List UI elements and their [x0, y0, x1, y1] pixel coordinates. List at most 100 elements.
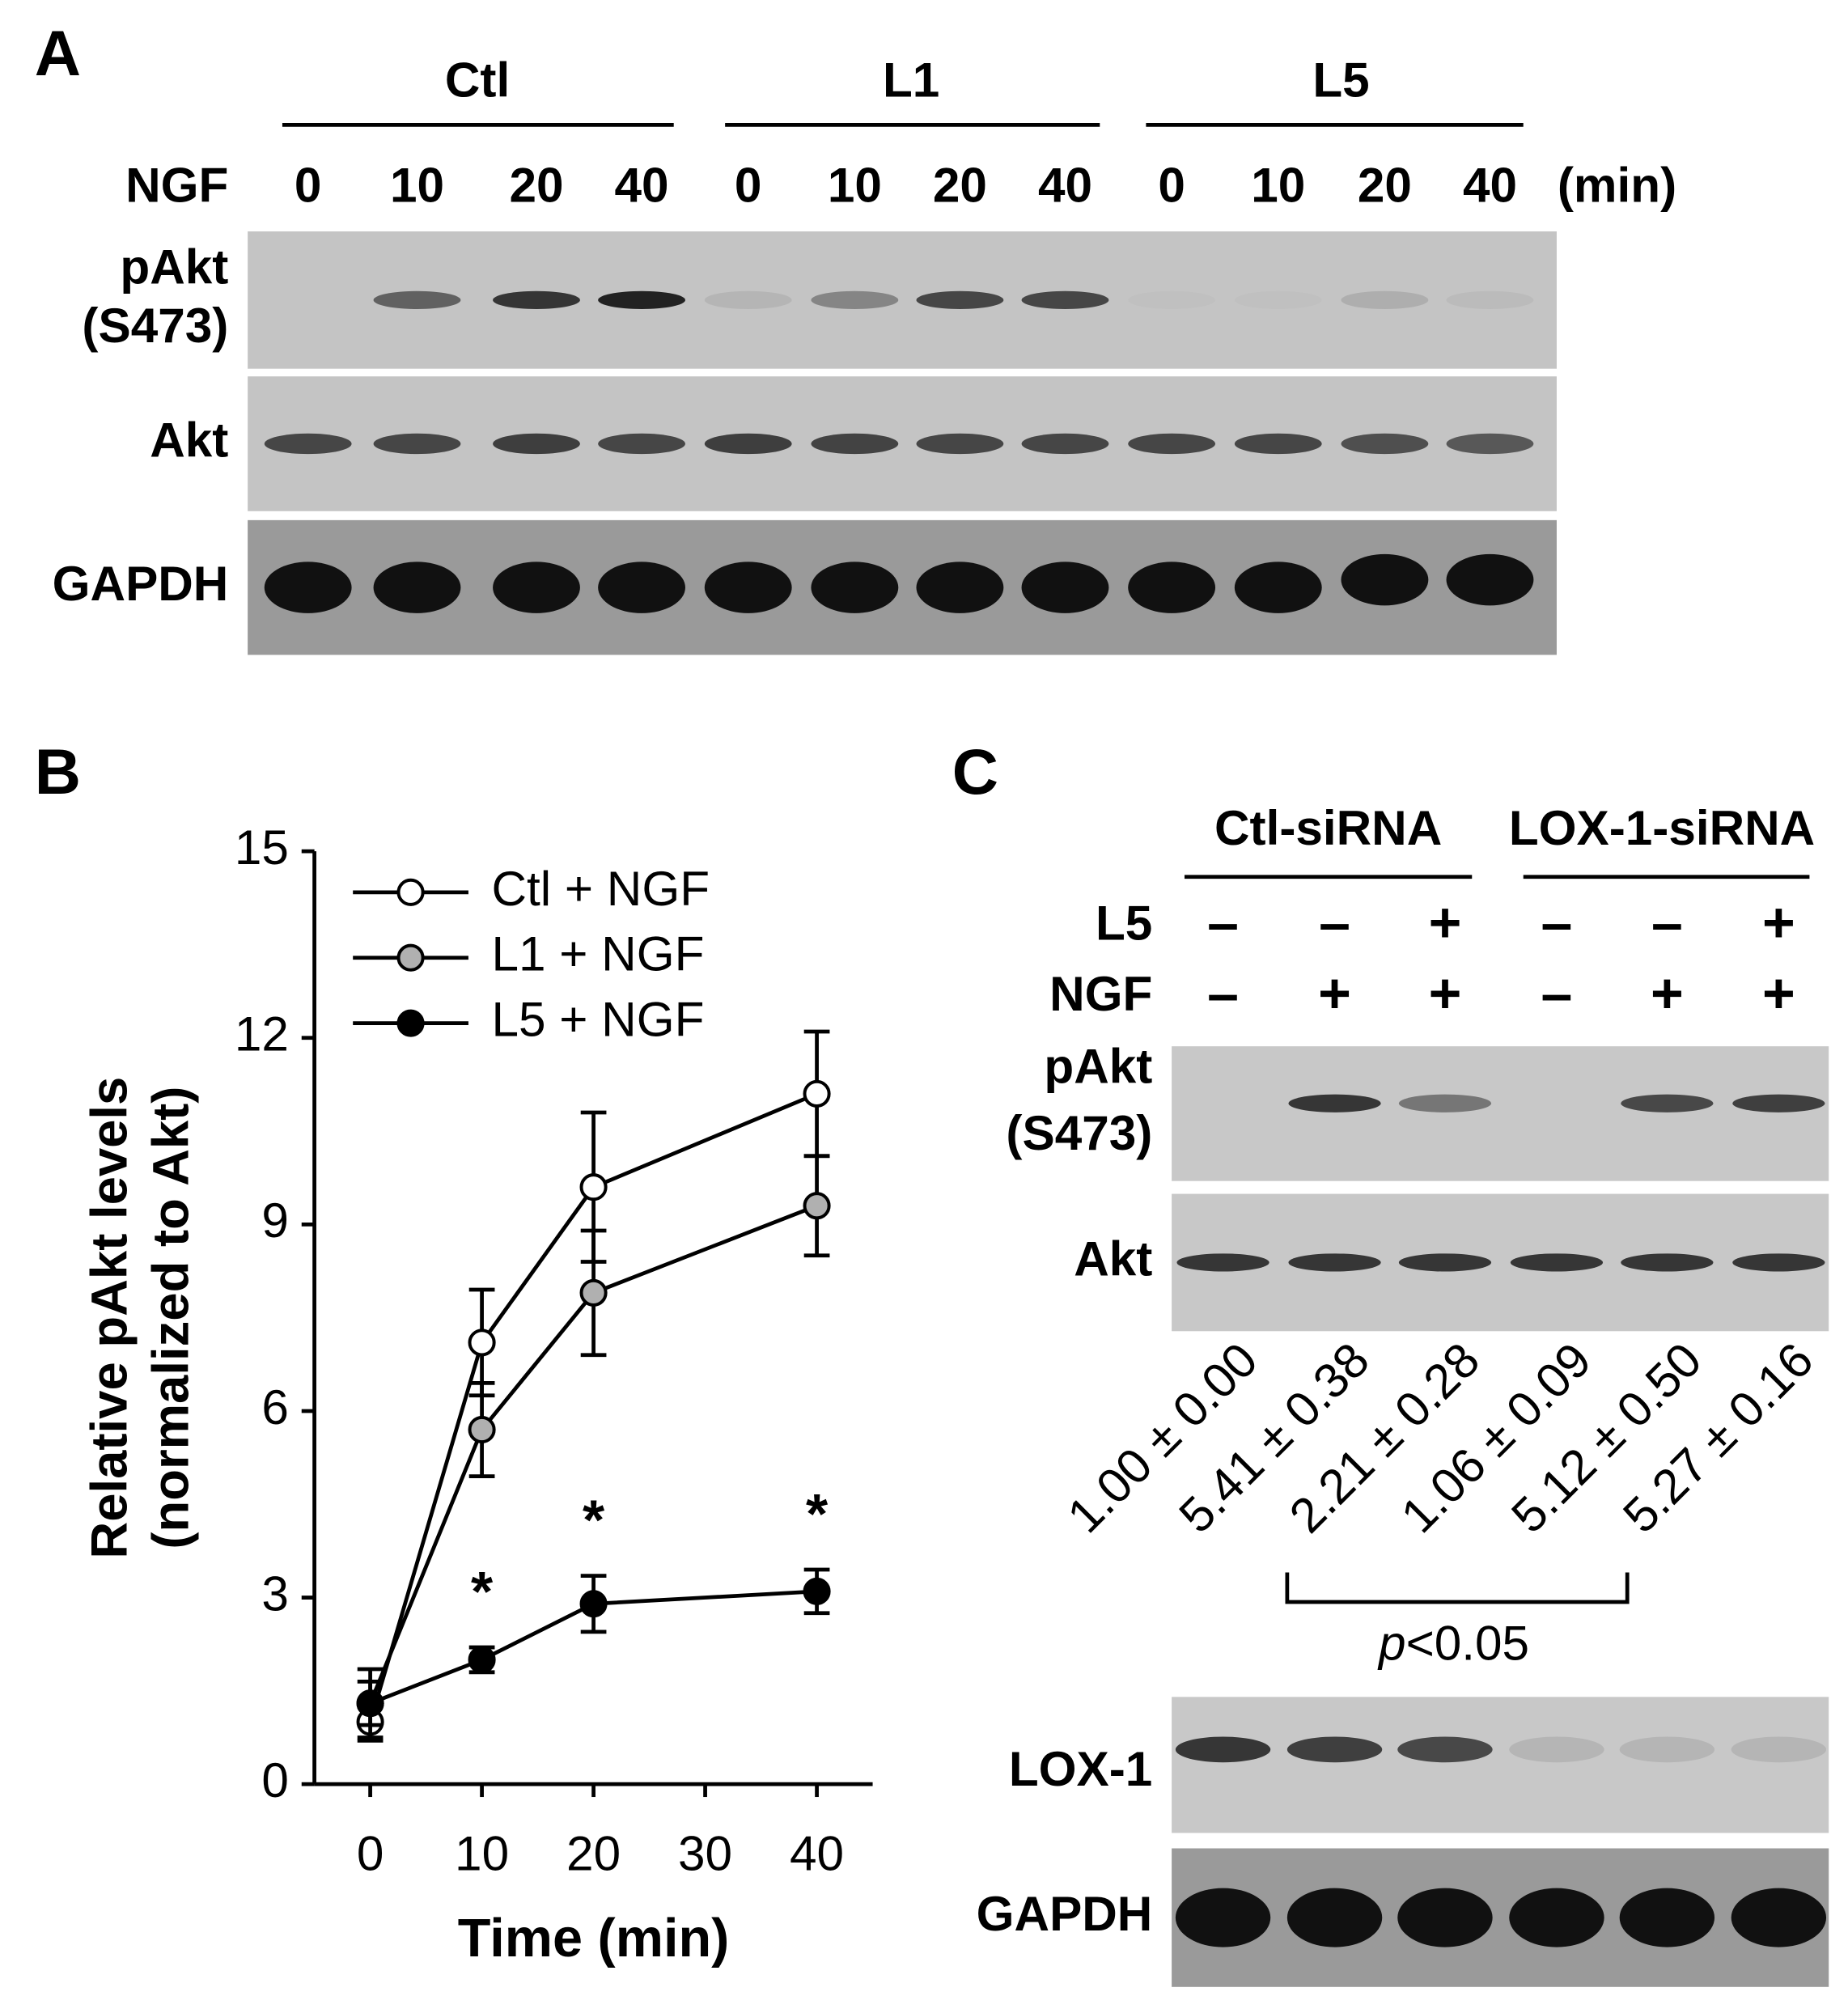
- band: [373, 290, 461, 309]
- sign: –: [1651, 891, 1683, 954]
- sign: –: [1207, 891, 1239, 954]
- data-point: [579, 1173, 608, 1201]
- band: [811, 562, 899, 613]
- sign: +: [1762, 891, 1795, 954]
- sign: –: [1541, 961, 1573, 1024]
- group-label: Ctl-siRNA: [1214, 800, 1442, 855]
- significance-mark: *: [806, 1482, 829, 1545]
- band: [373, 433, 461, 455]
- blot-label: GAPDH: [53, 556, 229, 611]
- x-tick-label: 10: [455, 1826, 509, 1881]
- band: [493, 433, 580, 455]
- row-label: L5: [1096, 896, 1152, 951]
- band: [811, 433, 899, 455]
- blot: [248, 376, 1557, 511]
- band: [1234, 433, 1322, 455]
- band: [916, 562, 1004, 613]
- series-line: [368, 1204, 818, 1705]
- band: [811, 290, 899, 309]
- sign: +: [1651, 961, 1684, 1024]
- p-value: p<0.05: [1377, 1615, 1529, 1670]
- panel-letter: B: [35, 735, 81, 807]
- time-label: 20: [509, 158, 563, 213]
- y-tick-label: 6: [261, 1379, 289, 1435]
- y-axis-label: Relative pAkt levels: [81, 1077, 138, 1559]
- panel-letter: C: [952, 735, 998, 807]
- band: [1234, 562, 1322, 613]
- band: [916, 290, 1004, 309]
- bracket: [1285, 1572, 1630, 1604]
- group-label: L1: [883, 53, 939, 108]
- x-tick-label: 30: [678, 1826, 732, 1881]
- band: [1398, 1253, 1492, 1272]
- x-axis-label: Time (min): [458, 1909, 730, 1969]
- panel-letter: A: [35, 17, 81, 89]
- blot-label: GAPDH: [977, 1886, 1153, 1941]
- band: [493, 562, 580, 613]
- group-label: LOX-1-siRNA: [1509, 800, 1815, 855]
- time-label: 0: [1158, 158, 1185, 213]
- blot-label: Akt: [1074, 1231, 1152, 1286]
- blot-label: pAkt: [120, 239, 228, 294]
- band: [1509, 1736, 1604, 1763]
- data-point: [579, 1590, 608, 1618]
- time-label: 10: [1251, 158, 1305, 213]
- significance-mark: *: [471, 1560, 494, 1623]
- band: [373, 562, 461, 613]
- band: [704, 290, 792, 309]
- legend-label: Ctl + NGF: [491, 861, 710, 916]
- band: [1732, 1253, 1825, 1272]
- band: [1731, 1736, 1827, 1763]
- blot-label: (S473): [1006, 1105, 1152, 1160]
- legend-label: L5 + NGF: [491, 992, 704, 1047]
- x-tick-label: 40: [790, 1826, 844, 1881]
- data-point: [468, 1646, 496, 1674]
- blot: [1172, 1046, 1829, 1181]
- band: [1510, 1253, 1604, 1272]
- p-threshold: <0.05: [1406, 1615, 1530, 1670]
- data-point: [356, 1689, 384, 1718]
- band: [598, 433, 685, 455]
- band: [1175, 1736, 1271, 1763]
- blot-label: LOX-1: [1009, 1741, 1152, 1796]
- legend-marker: [396, 943, 425, 972]
- band: [1176, 1253, 1269, 1272]
- blot: [1172, 1697, 1829, 1833]
- sign: +: [1429, 961, 1462, 1024]
- band: [1619, 1888, 1715, 1947]
- band: [1398, 1094, 1492, 1112]
- time-unit: (min): [1558, 158, 1676, 213]
- y-tick-label: 15: [235, 820, 289, 875]
- blot: [1172, 1193, 1829, 1332]
- band: [1446, 433, 1534, 455]
- band: [1341, 433, 1429, 455]
- band: [1021, 290, 1109, 309]
- legend-marker: [396, 1009, 425, 1037]
- time-label: 40: [1463, 158, 1517, 213]
- sign: +: [1318, 961, 1351, 1024]
- band: [1235, 291, 1322, 309]
- band: [598, 290, 685, 309]
- band: [1619, 1736, 1715, 1763]
- band: [493, 290, 580, 309]
- band: [1446, 290, 1534, 309]
- band: [704, 433, 792, 455]
- sign: –: [1207, 961, 1239, 1024]
- data-point: [803, 1192, 831, 1220]
- band: [264, 433, 352, 455]
- sign: +: [1429, 891, 1462, 954]
- blot: [248, 231, 1557, 369]
- band: [598, 562, 685, 613]
- sign: –: [1319, 891, 1350, 954]
- blot-label: (S473): [82, 298, 228, 353]
- time-label: 10: [390, 158, 444, 213]
- y-tick-label: 9: [261, 1193, 289, 1248]
- time-label: 20: [1358, 158, 1412, 213]
- time-label: 40: [1038, 158, 1092, 213]
- time-label: 40: [615, 158, 669, 213]
- data-point: [579, 1278, 608, 1307]
- band: [1509, 1888, 1604, 1947]
- data-point: [803, 1577, 831, 1605]
- legend-marker: [396, 878, 425, 906]
